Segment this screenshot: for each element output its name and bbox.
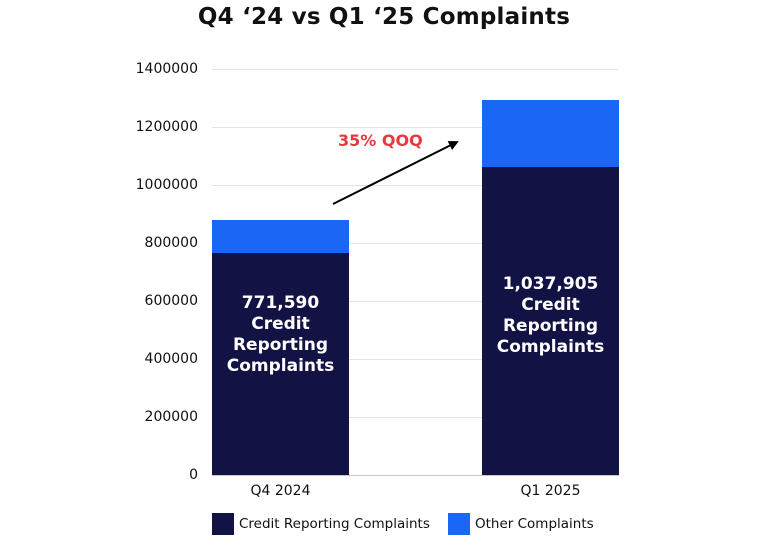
gridline (212, 69, 619, 70)
bar-label-line: Credit (251, 314, 310, 334)
legend-item-credit: Credit Reporting Complaints (212, 512, 430, 536)
bar-label-value: 1,037,905 (502, 274, 599, 294)
bar-q4-2024: 771,590 Credit Reporting Complaints (212, 220, 349, 475)
gridline (212, 185, 619, 186)
legend-label: Other Complaints (475, 516, 594, 532)
y-tick-label: 1200000 (135, 119, 198, 135)
chart-title: Q4 ‘24 vs Q1 ‘25 Complaints (197, 4, 571, 30)
bar-segment-other (482, 100, 619, 167)
y-tick-label: 1400000 (135, 61, 198, 77)
legend-item-other: Other Complaints (448, 512, 594, 536)
bar-segment-credit (482, 167, 619, 475)
x-tick-label: Q1 2025 (520, 483, 581, 499)
bar-segment-credit (212, 253, 349, 475)
y-tick-label: 1000000 (135, 177, 198, 193)
legend-swatch-other (448, 513, 470, 535)
y-tick-label: 400000 (144, 351, 198, 367)
y-tick-label: 200000 (144, 409, 198, 425)
y-tick-label: 0 (189, 467, 198, 483)
bar-label-line: Complaints (496, 337, 605, 357)
y-tick-label: 800000 (144, 235, 198, 251)
bar-data-label: 1,037,905 Credit Reporting Complaints (482, 274, 619, 358)
legend-label: Credit Reporting Complaints (239, 516, 430, 532)
y-tick-label: 600000 (144, 293, 198, 309)
bar-label-value: 771,590 (241, 293, 320, 313)
bar-q1-2025: 1,037,905 Credit Reporting Complaints (482, 100, 619, 475)
x-tick-label: Q4 2024 (250, 483, 311, 499)
bar-label-line: Reporting (232, 335, 329, 355)
bar-segment-other (212, 220, 349, 253)
bar-label-line: Credit (521, 295, 580, 315)
bar-data-label: 771,590 Credit Reporting Complaints (212, 293, 349, 377)
legend: Credit Reporting Complaints Other Compla… (0, 512, 768, 536)
gridline (212, 127, 619, 128)
bar-label-line: Reporting (502, 316, 599, 336)
gridline (212, 243, 619, 244)
gridline (212, 359, 619, 360)
bar-label-line: Complaints (226, 356, 335, 376)
legend-swatch-credit (212, 513, 234, 535)
gridline (212, 417, 619, 418)
x-axis-line (212, 475, 619, 476)
growth-annotation: 35% QOQ (338, 131, 423, 150)
gridline (212, 301, 619, 302)
